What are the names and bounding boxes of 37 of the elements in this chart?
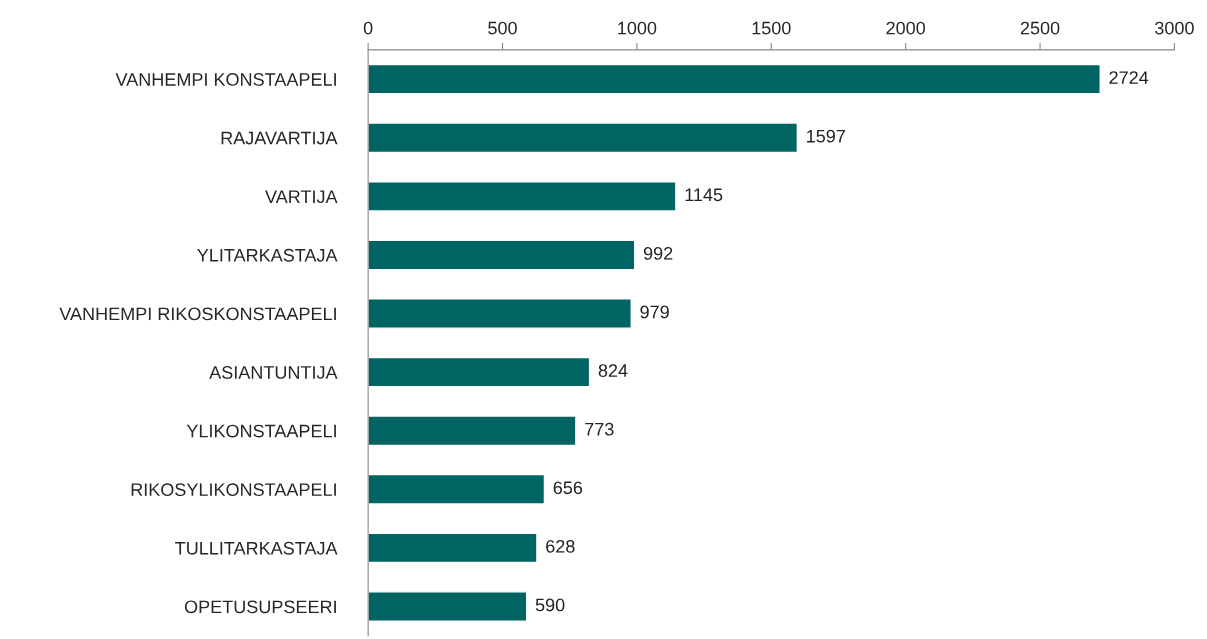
bar bbox=[368, 473, 546, 505]
bar bbox=[368, 180, 677, 212]
x-tick-label: 1000 bbox=[618, 21, 657, 35]
data-label: 979 bbox=[640, 305, 669, 319]
data-label: 2724 bbox=[1109, 71, 1149, 84]
y-tick-label: YLITARKASTAJA bbox=[197, 248, 338, 262]
y-tick-label: VANHEMPI KONSTAAPELI bbox=[115, 73, 336, 86]
x-tick-label: 3000 bbox=[1155, 21, 1194, 35]
x-tick-label: 0 bbox=[363, 21, 373, 35]
bar bbox=[368, 122, 799, 154]
y-tick-label: YLIKONSTAAPELI bbox=[186, 424, 336, 438]
data-label: 773 bbox=[585, 422, 614, 436]
bar bbox=[368, 415, 577, 447]
y-tick-label: OPETUSUPSEERI bbox=[184, 600, 336, 614]
bar bbox=[368, 63, 1101, 95]
y-tick-label: VANHEMPI RIKOSKONSTAAPELI bbox=[59, 307, 336, 321]
data-label: 628 bbox=[546, 539, 575, 553]
data-label: 992 bbox=[643, 246, 673, 260]
bar bbox=[368, 356, 591, 388]
bar bbox=[368, 239, 636, 271]
bar bbox=[368, 298, 632, 329]
y-tick-label: RAJAVARTIJA bbox=[221, 131, 338, 145]
data-label: 590 bbox=[535, 598, 565, 612]
bar bbox=[368, 591, 528, 622]
y-tick-label: VARTIJA bbox=[265, 190, 338, 204]
x-tick-label: 2000 bbox=[886, 21, 926, 35]
x-tick-label: 500 bbox=[488, 21, 517, 35]
data-label: 1145 bbox=[685, 188, 723, 202]
y-tick-label: RIKOSYLIKONSTAAPELI bbox=[131, 483, 336, 497]
x-tick-label: 2500 bbox=[1020, 21, 1060, 35]
data-label: 824 bbox=[598, 364, 628, 377]
data-label: 1597 bbox=[807, 129, 845, 143]
data-label: 656 bbox=[553, 481, 583, 495]
bar bbox=[368, 532, 538, 564]
x-tick-label: 1500 bbox=[752, 21, 791, 35]
y-tick-label: TULLITARKASTAJA bbox=[175, 541, 338, 555]
y-tick-label: ASIANTUNTIJA bbox=[209, 366, 338, 379]
